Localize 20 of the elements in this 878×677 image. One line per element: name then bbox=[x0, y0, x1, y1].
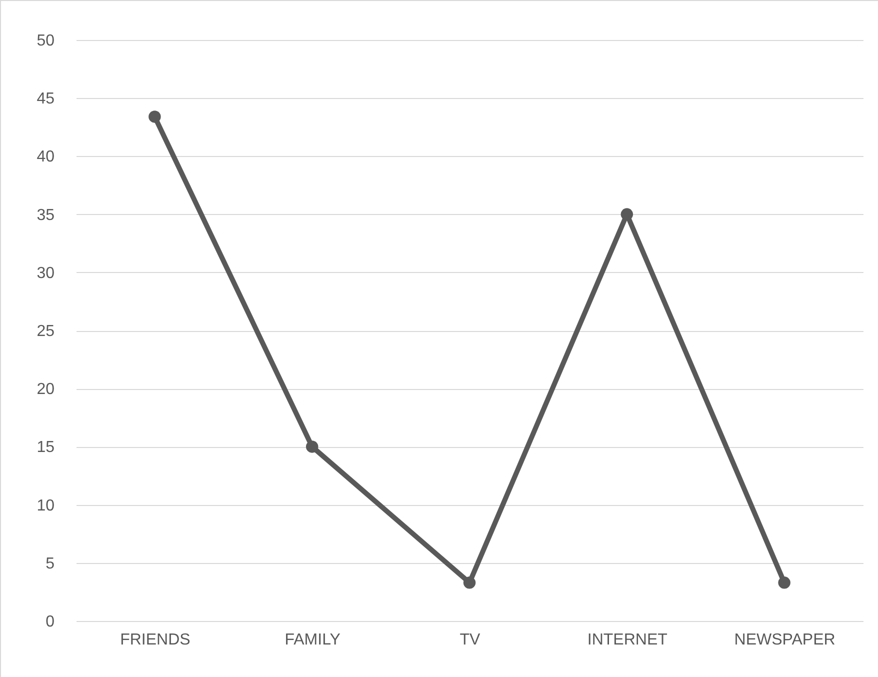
point bbox=[306, 440, 318, 453]
x-tick-label: INTERNET bbox=[587, 632, 668, 648]
point bbox=[778, 576, 790, 589]
y-tick-label: 25 bbox=[36, 323, 55, 340]
point bbox=[148, 110, 161, 123]
y-tick-label: 15 bbox=[36, 439, 55, 456]
y-tick-label: 5 bbox=[46, 555, 55, 572]
x-tick-label: FRIENDS bbox=[120, 632, 190, 648]
y-tick-label: 30 bbox=[36, 264, 55, 282]
point bbox=[463, 576, 476, 589]
y-tick-label: 40 bbox=[36, 148, 55, 166]
x-tick-label: FAMILY bbox=[284, 632, 341, 648]
x-tick-label: NEWSPAPER bbox=[734, 632, 836, 648]
y-tick-label: 10 bbox=[36, 497, 55, 514]
y-tick-label: 45 bbox=[36, 90, 55, 108]
y-tick-label: 50 bbox=[36, 32, 55, 50]
y-tick-label: 20 bbox=[36, 381, 55, 398]
y-tick-label: 0 bbox=[46, 614, 55, 630]
x-tick-label: TV bbox=[460, 632, 481, 648]
y-tick-label: 35 bbox=[36, 206, 55, 224]
